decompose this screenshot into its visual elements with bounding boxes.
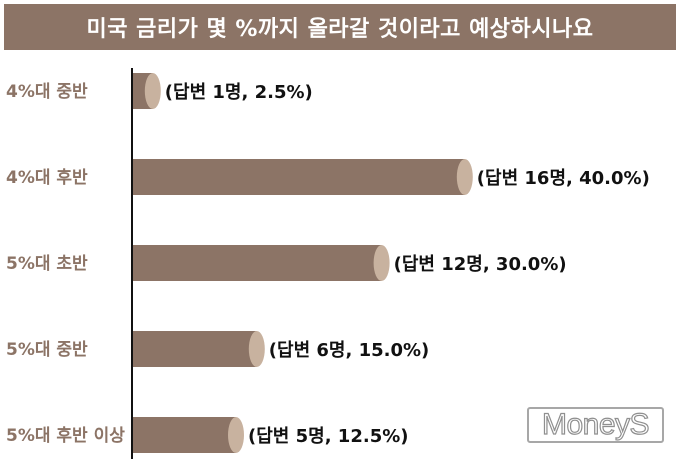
category-label: 5%대 후반 이상 bbox=[6, 425, 125, 446]
category-label: 4%대 후반 bbox=[6, 167, 88, 188]
category-label: 5%대 초반 bbox=[6, 254, 88, 274]
bar-end-cap bbox=[248, 331, 265, 367]
moneys-watermark-logo: MoneyS bbox=[527, 407, 664, 443]
data-label: (답변 6명, 15.0%) bbox=[269, 340, 429, 361]
category-label: 5%대 중반 bbox=[6, 340, 88, 360]
data-label: (답변 12명, 30.0%) bbox=[394, 254, 567, 275]
bar bbox=[132, 159, 465, 195]
labels-layer: 4%대 중반 (답변 1명, 2.5%) 4%대 후반 (답변 16명, 40.0%)… bbox=[6, 82, 650, 447]
data-label: (답변 16명, 40.0%) bbox=[477, 168, 650, 189]
bar bbox=[132, 417, 236, 453]
bar-end-cap bbox=[373, 245, 390, 281]
bar bbox=[132, 331, 257, 367]
data-label: (답변 1명, 2.5%) bbox=[165, 82, 313, 103]
bar-end-cap bbox=[456, 159, 473, 195]
bar-end-cap bbox=[144, 73, 161, 109]
bar-end-cap bbox=[228, 417, 244, 453]
chart-title: 미국 금리가 몇 %까지 올라갈 것이라고 예상하시나요 bbox=[4, 4, 676, 50]
category-label: 4%대 중반 bbox=[6, 82, 88, 102]
data-label: (답변 5명, 12.5%) bbox=[248, 426, 408, 447]
bars-layer bbox=[132, 73, 473, 453]
bar bbox=[132, 245, 382, 281]
